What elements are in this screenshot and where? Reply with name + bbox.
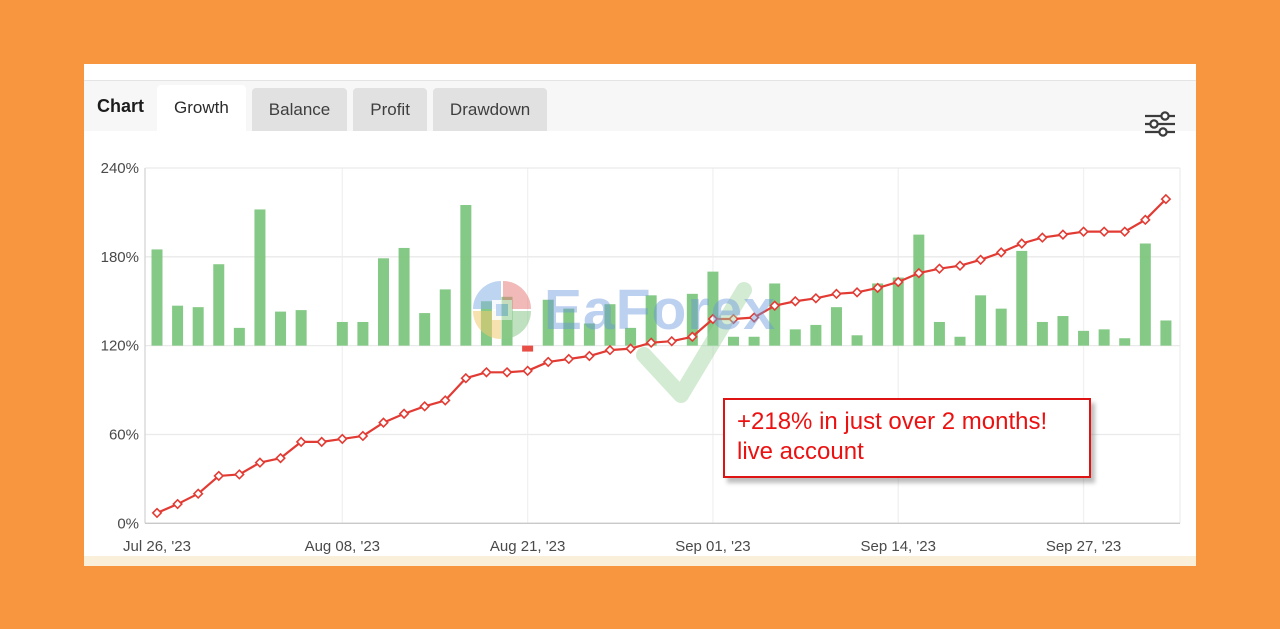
tab-balance[interactable]: Balance xyxy=(251,88,348,131)
y-axis-tick-label: 240% xyxy=(101,160,139,177)
x-axis-tick-label: Jul 26, '23 xyxy=(123,538,191,555)
x-axis-tick-label: Sep 01, '23 xyxy=(675,538,750,555)
x-axis-tick-label: Aug 08, '23 xyxy=(305,538,380,555)
card-bottom-strip xyxy=(84,556,1196,566)
tab-bar: Growth Balance Profit Drawdown xyxy=(157,81,548,131)
y-axis-tick-label: 180% xyxy=(101,249,139,266)
annotation-line-2: live account xyxy=(737,438,864,465)
sliders-icon xyxy=(1145,111,1175,137)
annotation-line-1: +218% in just over 2 months! xyxy=(737,408,1048,435)
tab-growth[interactable]: Growth xyxy=(157,85,246,131)
y-axis-tick-label: 120% xyxy=(101,338,139,355)
x-axis-tick-label: Sep 27, '23 xyxy=(1046,538,1121,555)
growth-chart: 0% 60% 120% 180% 240% Jul 26, '23 Aug 08, '23 A… xyxy=(101,160,1181,555)
chart-card: 0% 60% 120% 180% 240% Jul 26, '23 Aug 08, '23 A… xyxy=(84,64,1196,566)
x-axis-tick-label: Aug 21, '23 xyxy=(490,538,565,555)
toolbar-divider xyxy=(84,80,1196,81)
chart-settings-button[interactable] xyxy=(1142,111,1178,137)
x-axis-tick-label: Sep 14, '23 xyxy=(861,538,936,555)
annotation-box: +218% in just over 2 months! live accoun… xyxy=(723,398,1091,478)
chart-section-label: Chart xyxy=(97,96,145,116)
tab-drawdown[interactable]: Drawdown xyxy=(432,88,548,131)
y-axis-tick-label: 0% xyxy=(117,515,139,532)
tab-profit[interactable]: Profit xyxy=(353,88,427,131)
chart-area: 0% 60% 120% 180% 240% Jul 26, '23 Aug 08, '23 A… xyxy=(84,64,1196,566)
toolbar: Chart Growth Balance Profit Drawdown xyxy=(84,81,1196,137)
y-axis-tick-label: 60% xyxy=(109,426,139,443)
